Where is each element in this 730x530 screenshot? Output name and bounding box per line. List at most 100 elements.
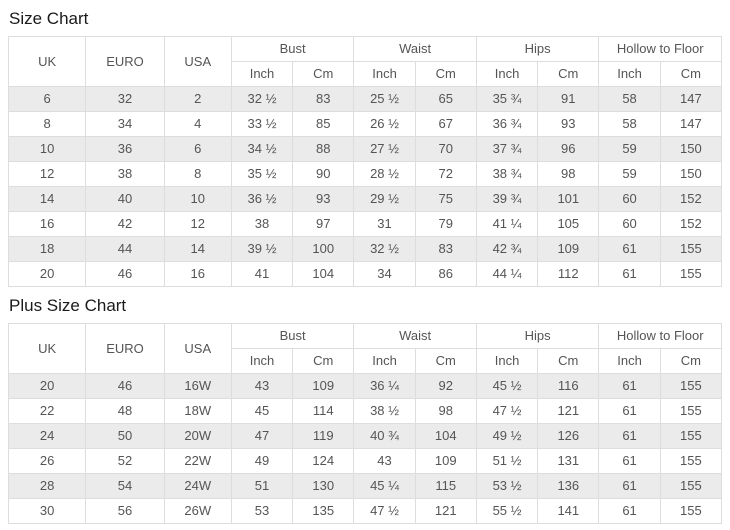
table-cell: 12 (7, 161, 87, 187)
table-cell: 39 ½ (230, 236, 294, 262)
table-cell: 51 ½ (475, 448, 539, 474)
size-chart-header: UK EURO USA Bust Waist Hips Hollow to Fl… (7, 36, 723, 87)
table-row: 16 42 12 38 97 31 79 41 ¼ 105 60 152 (7, 211, 723, 237)
table-cell: 101 (537, 186, 600, 212)
subheader-hollow-cm: Cm (659, 348, 723, 374)
table-cell: 61 (598, 448, 661, 474)
table-cell: 83 (414, 236, 477, 262)
table-cell: 141 (537, 498, 600, 524)
table-cell: 16 (7, 211, 87, 237)
table-row: 8 34 4 33 ½ 85 26 ½ 67 36 ¾ 93 58 147 (7, 111, 723, 137)
table-cell: 121 (414, 498, 477, 524)
table-cell: 155 (659, 498, 723, 524)
table-cell: 22W (163, 448, 232, 474)
table-cell: 44 (85, 236, 165, 262)
size-chart-title: Size Chart (9, 9, 89, 28)
table-cell: 53 ½ (475, 473, 539, 499)
subheader-bust-inch: Inch (230, 348, 294, 374)
table-row: 28 54 24W 51 130 45 ¼ 115 53 ½ 136 61 155 (7, 473, 723, 499)
table-cell: 109 (414, 448, 477, 474)
table-cell: 135 (292, 498, 355, 524)
table-row: 20 46 16 41 104 34 86 44 ¼ 112 61 155 (7, 261, 723, 287)
table-row: 12 38 8 35 ½ 90 28 ½ 72 38 ¾ 98 59 150 (7, 161, 723, 187)
subheader-bust-inch: Inch (230, 61, 294, 87)
table-row: 24 50 20W 47 119 40 ¾ 104 49 ½ 126 61 155 (7, 423, 723, 449)
table-cell: 91 (537, 86, 600, 112)
table-cell: 50 (85, 423, 165, 449)
table-cell: 126 (537, 423, 600, 449)
plus-size-chart-section: Plus Size Chart UK EURO USA Bust Waist H… (0, 287, 730, 524)
table-cell: 59 (598, 161, 661, 187)
table-cell: 52 (85, 448, 165, 474)
table-cell: 130 (292, 473, 355, 499)
table-cell: 55 ½ (475, 498, 539, 524)
table-cell: 38 (230, 211, 294, 237)
table-cell: 155 (659, 448, 723, 474)
table-cell: 35 ¾ (475, 86, 539, 112)
table-cell: 31 (353, 211, 416, 237)
subheader-waist-cm: Cm (414, 348, 477, 374)
table-row: 20 46 16W 43 109 36 ¼ 92 45 ½ 116 61 155 (7, 373, 723, 399)
column-header-euro: EURO (85, 323, 165, 374)
table-cell: 24 (7, 423, 87, 449)
column-header-usa: USA (163, 36, 232, 87)
table-cell: 124 (292, 448, 355, 474)
column-header-uk: UK (7, 323, 87, 374)
table-cell: 155 (659, 373, 723, 399)
table-cell: 25 ½ (353, 86, 416, 112)
table-cell: 38 ¾ (475, 161, 539, 187)
table-cell: 38 ½ (353, 398, 416, 424)
table-cell: 39 ¾ (475, 186, 539, 212)
size-chart-body: 6 32 2 32 ½ 83 25 ½ 65 35 ¾ 91 58 147 8 34 4 33 ½ 85 26 … (7, 86, 723, 287)
table-cell: 150 (659, 161, 723, 187)
table-cell: 16 (163, 261, 232, 287)
column-group-waist: Waist (353, 323, 477, 349)
table-cell: 98 (414, 398, 477, 424)
table-cell: 93 (292, 186, 355, 212)
table-cell: 20 (7, 261, 87, 287)
table-cell: 43 (230, 373, 294, 399)
table-cell: 105 (537, 211, 600, 237)
table-row: 26 52 22W 49 124 43 109 51 ½ 131 61 155 (7, 448, 723, 474)
table-cell: 43 (353, 448, 416, 474)
table-cell: 61 (598, 498, 661, 524)
table-cell: 61 (598, 261, 661, 287)
table-cell: 60 (598, 211, 661, 237)
table-cell: 12 (163, 211, 232, 237)
table-cell: 61 (598, 473, 661, 499)
subheader-waist-inch: Inch (353, 348, 416, 374)
table-cell: 45 ½ (475, 373, 539, 399)
table-cell: 155 (659, 473, 723, 499)
plus-size-chart-table: UK EURO USA Bust Waist Hips Hollow to Fl… (7, 323, 723, 524)
table-cell: 40 ¾ (353, 423, 416, 449)
table-cell: 88 (292, 136, 355, 162)
table-cell: 26W (163, 498, 232, 524)
plus-size-chart-header: UK EURO USA Bust Waist Hips Hollow to Fl… (7, 323, 723, 374)
table-cell: 46 (85, 373, 165, 399)
table-cell: 75 (414, 186, 477, 212)
table-cell: 93 (537, 111, 600, 137)
table-cell: 92 (414, 373, 477, 399)
table-cell: 28 (7, 473, 87, 499)
table-cell: 14 (163, 236, 232, 262)
header-row-units: Inch Cm Inch Cm Inch Cm Inch Cm (9, 348, 723, 374)
table-cell: 109 (292, 373, 355, 399)
subheader-hips-inch: Inch (475, 348, 539, 374)
table-cell: 72 (414, 161, 477, 187)
table-cell: 61 (598, 398, 661, 424)
table-cell: 49 ½ (475, 423, 539, 449)
table-cell: 20W (163, 423, 232, 449)
table-cell: 58 (598, 86, 661, 112)
table-cell: 2 (163, 86, 232, 112)
table-cell: 147 (659, 111, 723, 137)
subheader-bust-cm: Cm (292, 348, 355, 374)
table-cell: 10 (7, 136, 87, 162)
table-cell: 26 ½ (353, 111, 416, 137)
table-cell: 41 (230, 261, 294, 287)
table-cell: 6 (163, 136, 232, 162)
table-cell: 36 ¼ (353, 373, 416, 399)
table-cell: 26 (7, 448, 87, 474)
table-cell: 155 (659, 261, 723, 287)
subheader-hips-inch: Inch (475, 61, 539, 87)
table-cell: 85 (292, 111, 355, 137)
